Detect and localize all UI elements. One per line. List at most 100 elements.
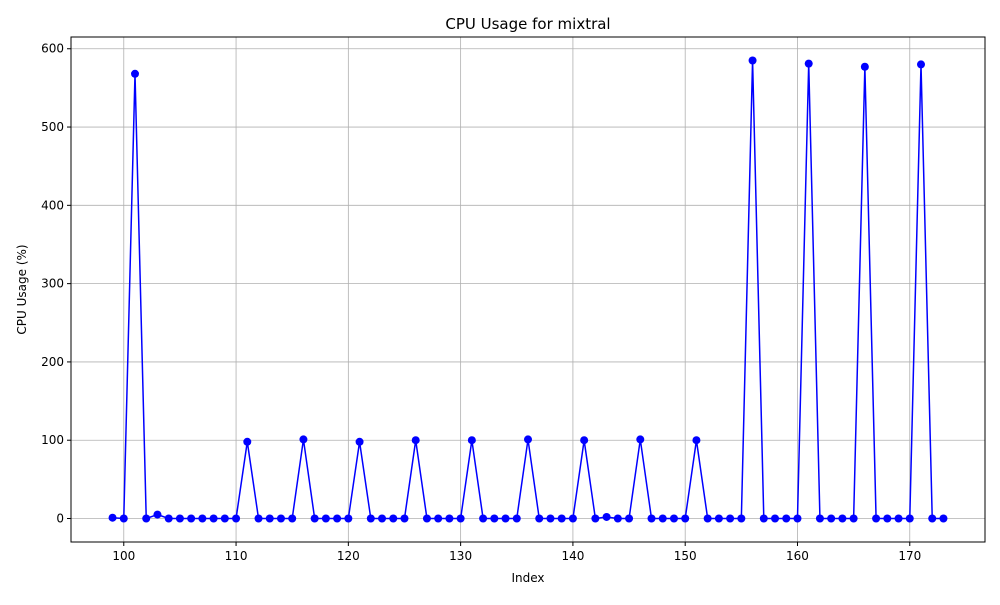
data-point — [422, 514, 431, 523]
data-point — [838, 514, 847, 523]
data-point — [748, 56, 757, 65]
x-tick-label: 100 — [112, 549, 135, 563]
data-point — [905, 514, 914, 523]
x-tick-label: 150 — [674, 549, 697, 563]
y-tick-label: 500 — [41, 120, 64, 134]
data-point — [467, 436, 476, 445]
data-point — [928, 514, 937, 523]
data-point — [916, 60, 925, 69]
data-point — [580, 436, 589, 445]
data-point — [557, 514, 566, 523]
data-point — [142, 514, 151, 523]
x-tick-label: 160 — [786, 549, 809, 563]
data-point — [445, 514, 454, 523]
data-point — [434, 514, 443, 523]
data-point — [669, 514, 678, 523]
x-tick-label: 170 — [898, 549, 921, 563]
data-point — [333, 514, 342, 523]
data-point — [321, 514, 330, 523]
data-point — [894, 514, 903, 523]
y-tick-label: 100 — [41, 433, 64, 447]
data-point — [658, 514, 667, 523]
data-point — [793, 514, 802, 523]
data-point — [175, 514, 184, 523]
data-point — [512, 514, 521, 523]
data-point — [737, 514, 746, 523]
data-point — [782, 514, 791, 523]
x-axis-label: Index — [511, 571, 544, 585]
data-point — [344, 514, 353, 523]
data-point — [759, 514, 768, 523]
series-line — [112, 59, 944, 520]
data-point — [939, 514, 948, 523]
series-layer — [108, 56, 948, 523]
data-point — [400, 514, 409, 523]
data-point — [647, 514, 656, 523]
data-point — [815, 514, 824, 523]
data-point — [299, 435, 308, 444]
data-point — [883, 514, 892, 523]
data-point — [613, 514, 622, 523]
data-point — [501, 514, 510, 523]
data-point — [827, 514, 836, 523]
y-tick-label: 300 — [41, 277, 64, 291]
data-point — [131, 69, 140, 78]
data-point — [692, 436, 701, 445]
data-point — [209, 514, 218, 523]
data-point — [243, 437, 252, 446]
x-tick-label: 130 — [449, 549, 472, 563]
data-point — [355, 437, 364, 446]
x-tick-label: 110 — [225, 549, 248, 563]
data-point — [479, 514, 488, 523]
data-point — [625, 514, 634, 523]
data-point — [119, 514, 128, 523]
data-point — [681, 514, 690, 523]
data-point — [232, 514, 241, 523]
ticks: 100 110 120 130 140 150 160 170 0 100 200 300 400 500… — [41, 42, 921, 563]
chart-title: CPU Usage for mixtral — [445, 15, 610, 33]
grid — [71, 37, 985, 542]
y-tick-label: 0 — [56, 512, 64, 526]
data-point — [153, 510, 162, 519]
data-point — [804, 59, 813, 68]
x-tick-label: 140 — [561, 549, 584, 563]
data-point — [411, 436, 420, 445]
data-point — [108, 513, 117, 522]
y-tick-label: 400 — [41, 198, 64, 212]
y-axis-label: CPU Usage (%) — [15, 244, 29, 334]
data-point — [524, 435, 532, 444]
y-tick-label: 200 — [41, 355, 64, 369]
data-point — [726, 514, 735, 523]
data-point — [490, 514, 499, 523]
data-point — [456, 514, 465, 523]
data-point — [535, 514, 544, 523]
data-point — [198, 514, 207, 523]
data-point — [568, 514, 577, 523]
data-point — [310, 514, 319, 523]
data-point — [254, 514, 263, 523]
data-point — [771, 514, 780, 523]
data-point — [714, 514, 723, 523]
data-point — [849, 514, 858, 523]
data-point — [872, 514, 881, 523]
data-point — [265, 514, 274, 523]
data-point — [220, 514, 229, 523]
data-point — [378, 514, 387, 523]
data-point — [187, 514, 196, 523]
data-point — [366, 514, 375, 523]
data-point — [276, 514, 285, 523]
data-point — [703, 514, 712, 523]
data-point — [164, 514, 173, 523]
plot-frame — [70, 36, 986, 543]
data-point — [636, 435, 645, 444]
data-point — [602, 512, 611, 521]
y-tick-label: 600 — [41, 42, 64, 56]
data-point — [389, 514, 398, 523]
data-point — [546, 514, 555, 523]
data-point — [591, 514, 600, 523]
x-tick-label: 120 — [337, 549, 360, 563]
data-point — [860, 62, 869, 71]
data-point — [288, 514, 297, 523]
